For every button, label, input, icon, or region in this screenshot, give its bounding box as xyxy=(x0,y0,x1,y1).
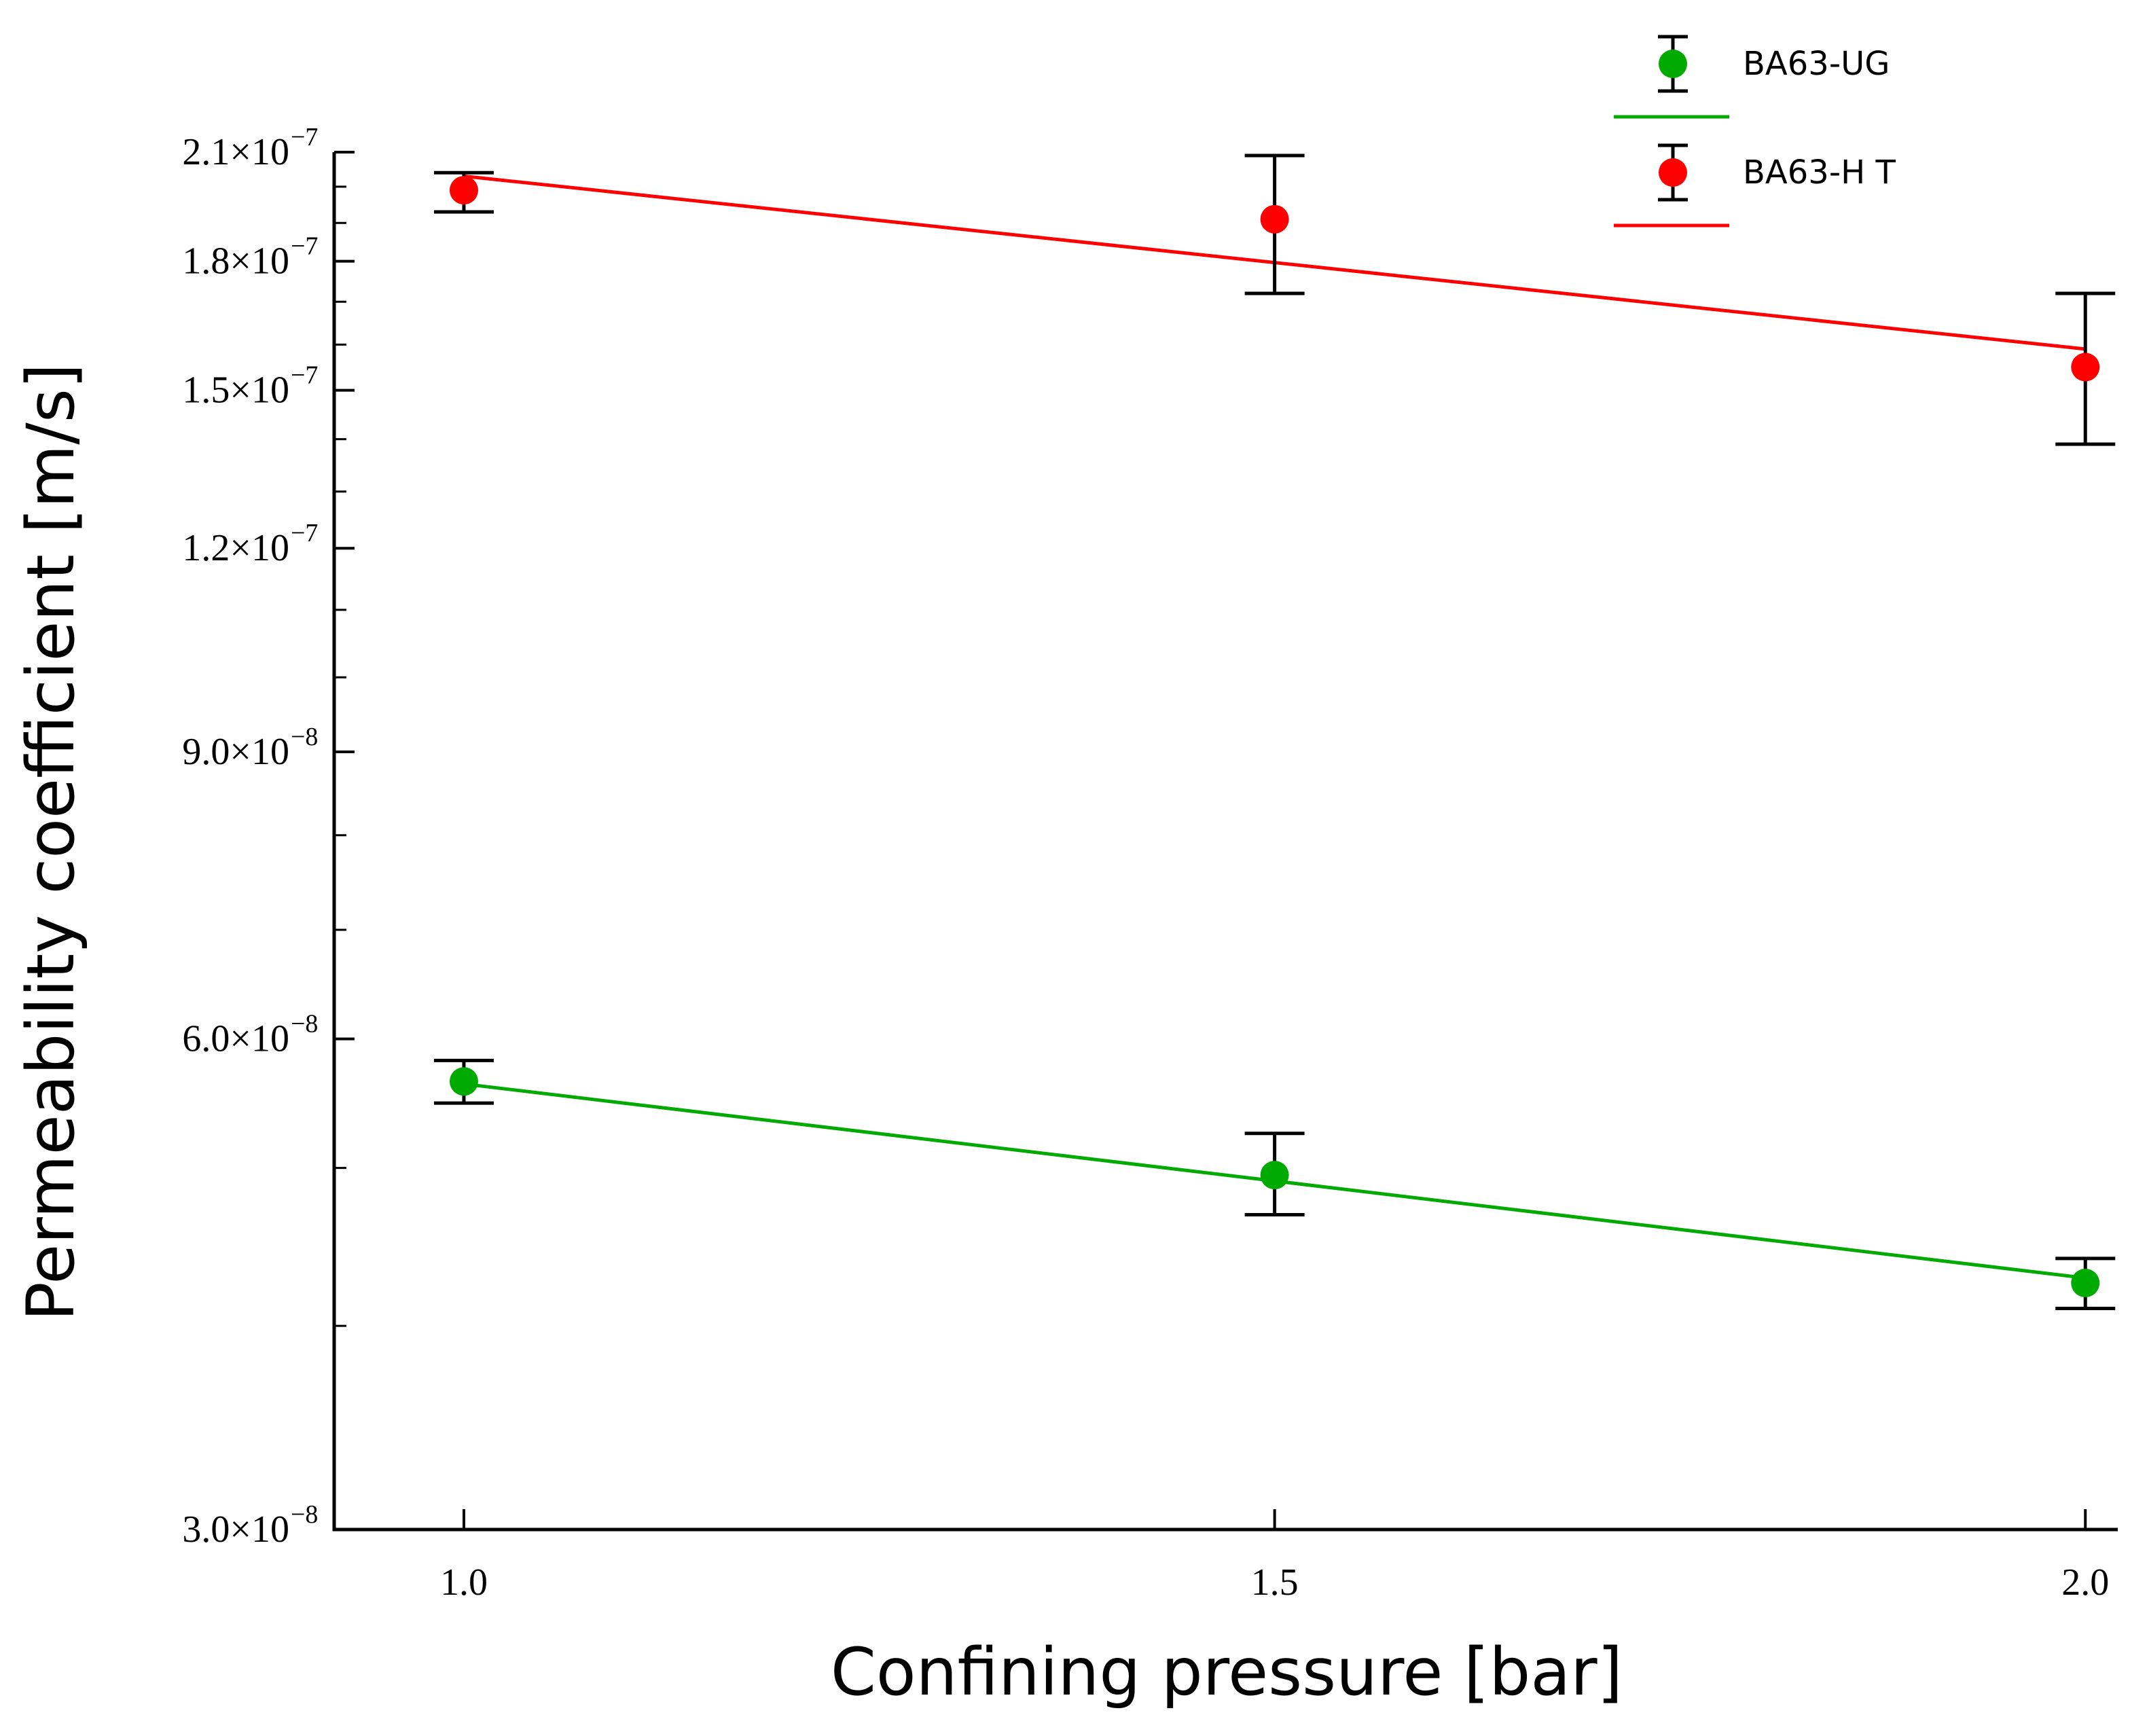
x-tick-label: 1.5 xyxy=(1251,1561,1299,1604)
data-point xyxy=(1260,204,1289,234)
y-tick-label: 9.0×10 xyxy=(182,731,289,773)
data-point xyxy=(1260,1161,1289,1190)
y-tick-exponent: −8 xyxy=(291,1500,318,1529)
axes xyxy=(332,152,2118,1532)
data-point xyxy=(2071,352,2100,382)
data-point xyxy=(2071,1268,2100,1297)
y-tick-label: 1.8×10 xyxy=(182,240,289,283)
x-axis-title: Confining pressure [bar] xyxy=(831,1634,1623,1710)
y-tick-exponent: −7 xyxy=(291,519,318,547)
y-tick-label: 3.0×10 xyxy=(182,1508,289,1551)
legend-marker xyxy=(1659,50,1687,78)
y-axis-ticks: 3.0×10 −86.0×10 −89.0×10 −81.2×10 −71.5×10 −7… xyxy=(182,123,355,1551)
data-point xyxy=(449,176,478,205)
x-axis-ticks: 1.0 1.5 2.0 xyxy=(440,1509,2109,1604)
plot-area xyxy=(433,153,2116,1310)
y-tick-label: 1.2×10 xyxy=(182,527,289,569)
y-tick-exponent: −8 xyxy=(291,1010,318,1038)
y-tick-label: 6.0×10 xyxy=(182,1018,289,1060)
y-tick-exponent: −7 xyxy=(291,232,318,261)
legend-marker xyxy=(1659,158,1687,187)
y-tick-label: 1.5×10 xyxy=(182,369,289,412)
legend-label: BA63-UG xyxy=(1743,45,1890,83)
y-tick-exponent: −7 xyxy=(291,123,318,151)
legend-item-1: BA63-H T xyxy=(1614,143,1896,228)
y-axis-title: Permeability coefficient [m/s] xyxy=(13,363,89,1321)
y-tick-label: 2.1×10 xyxy=(182,131,289,173)
series-ba63-ug xyxy=(433,1058,2116,1310)
y-tick-exponent: −7 xyxy=(291,361,318,390)
legend: BA63-UG BA63-H T xyxy=(1614,35,1896,228)
y-tick-exponent: −8 xyxy=(291,723,318,751)
x-tick-label: 2.0 xyxy=(2061,1561,2109,1604)
x-tick-label: 1.0 xyxy=(440,1561,488,1604)
legend-item-0: BA63-UG xyxy=(1614,35,1890,119)
data-point xyxy=(449,1067,478,1096)
legend-label: BA63-H T xyxy=(1743,153,1896,192)
series-ba63-ht xyxy=(433,153,2116,446)
